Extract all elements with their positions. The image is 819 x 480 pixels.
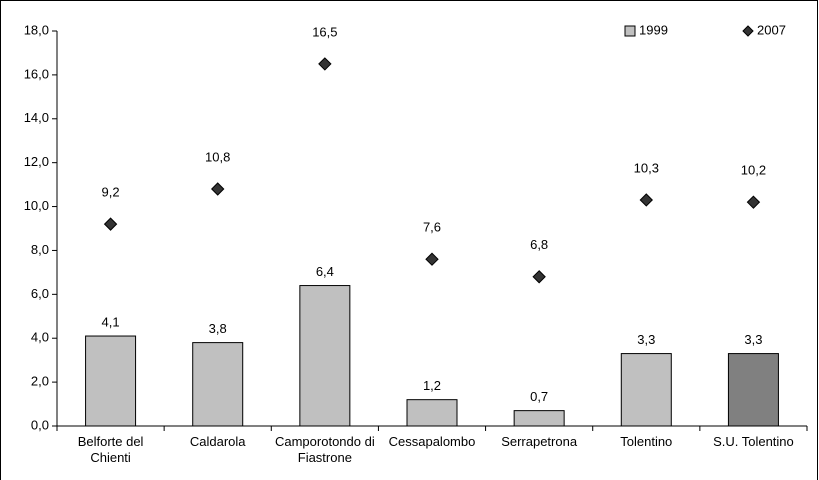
- marker: [211, 182, 225, 196]
- value-label: 16,5: [312, 24, 337, 39]
- value-label: 6,4: [316, 264, 334, 279]
- value-label: 10,3: [634, 160, 659, 175]
- bar: [727, 353, 779, 427]
- value-label: 3,3: [637, 332, 655, 347]
- value-label: 4,1: [102, 314, 120, 329]
- marker: [318, 57, 332, 71]
- bar: [85, 335, 137, 427]
- bar: [299, 285, 351, 427]
- value-label: 6,8: [530, 237, 548, 252]
- x-tick-label: Caldarola: [189, 434, 246, 449]
- x-tick-label: Cessapalombo: [388, 434, 476, 449]
- value-label: 1,2: [423, 378, 441, 393]
- y-tick-label: 2,0: [31, 374, 49, 389]
- bar: [513, 410, 565, 427]
- marker: [639, 193, 653, 207]
- y-tick-label: 8,0: [31, 242, 49, 257]
- y-tick-label: 12,0: [24, 154, 49, 169]
- y-tick-label: 0,0: [31, 417, 49, 432]
- bar: [192, 342, 244, 427]
- marker: [103, 217, 118, 231]
- value-label: 10,8: [205, 149, 230, 164]
- value-label: 0,7: [530, 389, 548, 404]
- y-tick-label: 6,0: [31, 286, 49, 301]
- x-tick-label: S.U. Tolentino: [713, 434, 794, 449]
- x-tick-label: Tolentino: [620, 434, 673, 449]
- value-label: 3,3: [744, 332, 762, 347]
- bar: [620, 353, 672, 427]
- y-tick-label: 14,0: [24, 110, 49, 125]
- legend-swatch: [624, 25, 636, 37]
- value-label: 3,8: [209, 321, 227, 336]
- y-tick-label: 16,0: [24, 66, 49, 81]
- marker: [532, 270, 546, 284]
- y-tick-label: 10,0: [24, 198, 49, 213]
- bar: [406, 399, 458, 427]
- y-tick-label: 4,0: [31, 330, 49, 345]
- value-label: 10,2: [741, 163, 766, 178]
- x-tick-label: Belforte del Chienti: [77, 434, 144, 465]
- marker: [425, 252, 439, 266]
- legend-label: 2007: [757, 22, 786, 37]
- x-tick-label: Serrapetrona: [501, 434, 578, 449]
- value-label: 9,2: [102, 185, 120, 200]
- legend-swatch: [742, 25, 754, 37]
- marker: [746, 195, 761, 209]
- x-tick-label: Camporotondo di Fiastrone: [274, 434, 375, 465]
- y-tick-label: 18,0: [24, 22, 49, 37]
- legend-label: 1999: [639, 22, 668, 37]
- value-label: 7,6: [423, 220, 441, 235]
